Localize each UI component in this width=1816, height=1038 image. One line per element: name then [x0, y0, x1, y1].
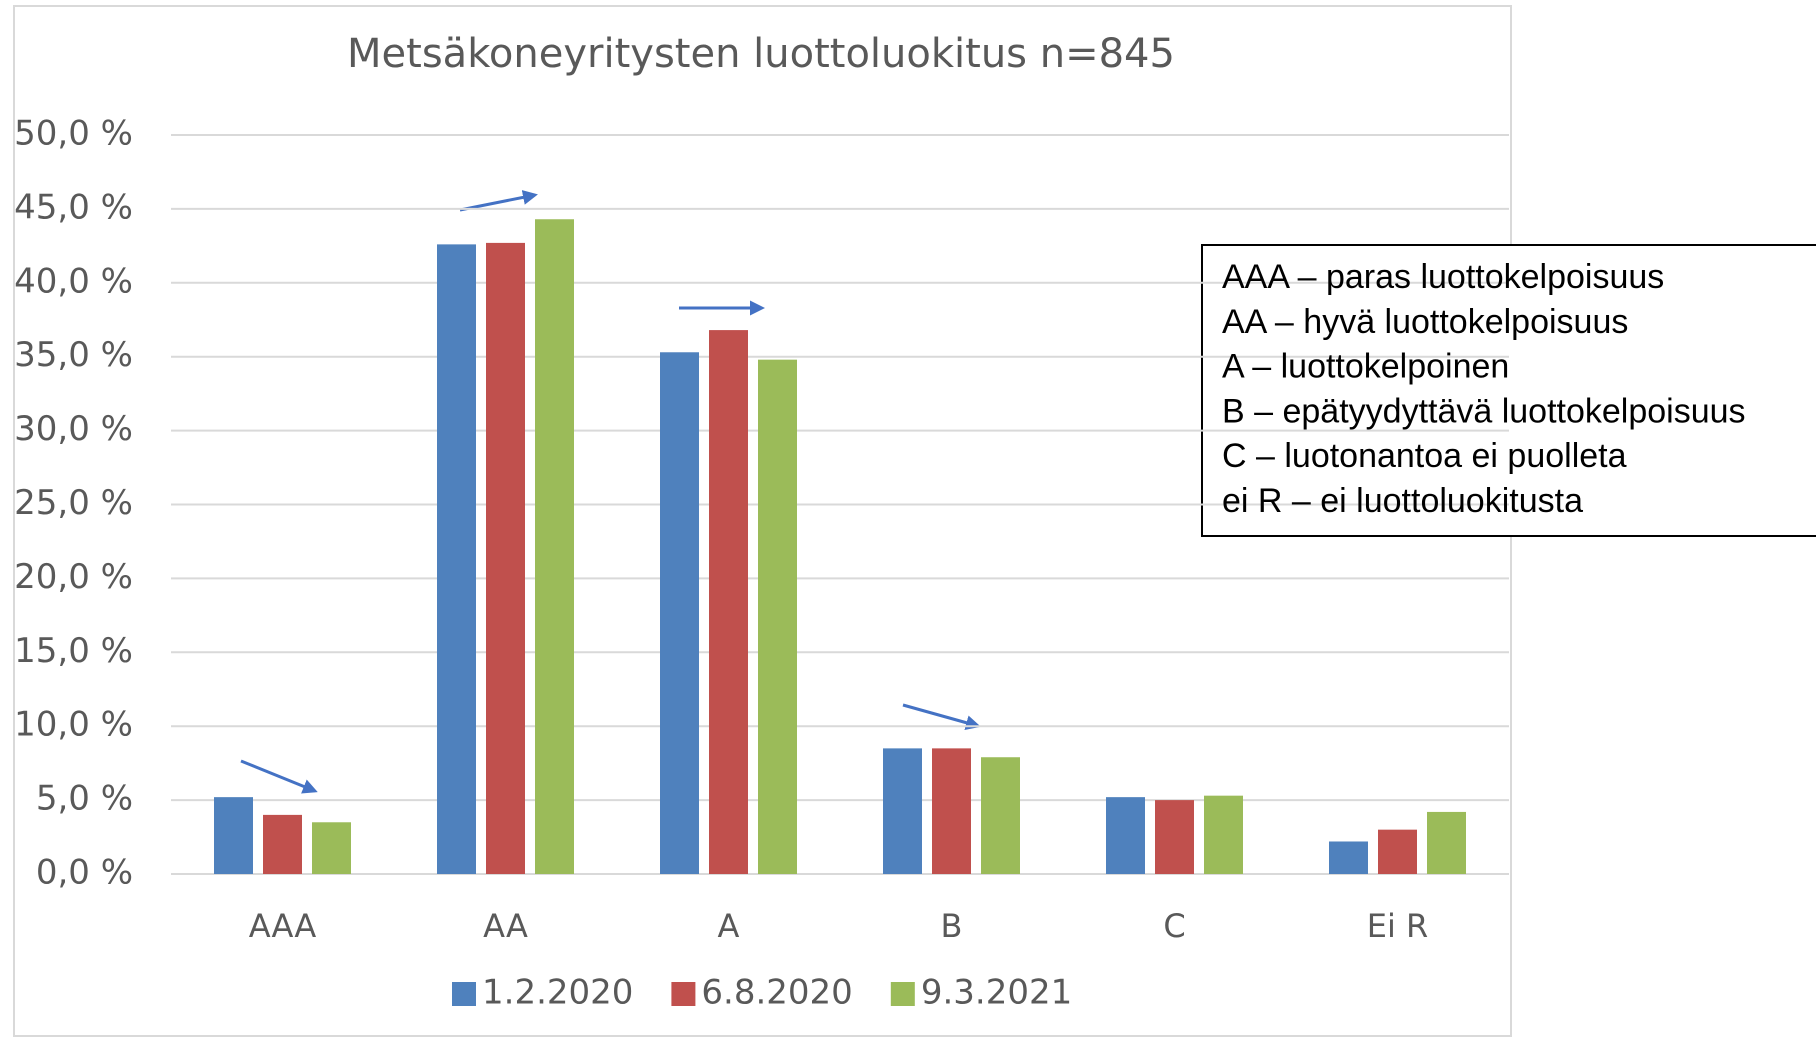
legend-swatch [671, 982, 696, 1006]
y-tick-label: 25,0 % [14, 483, 133, 523]
y-tick-label: 35,0 % [14, 335, 133, 375]
bar [486, 242, 525, 875]
arrow [240, 759, 318, 794]
chart-title: Metsäkoneyritysten luottoluokitus n=845 [347, 31, 1175, 77]
y-tick-label: 30,0 % [14, 409, 133, 449]
legend-swatch [452, 982, 476, 1006]
bar [1155, 800, 1194, 874]
note-line: AA – hyvä luottokelpoisuus [1222, 303, 1628, 341]
bar [1204, 795, 1243, 874]
x-tick-label: C [1163, 907, 1185, 945]
legend-label: 1.2.2020 [482, 973, 633, 1013]
note-line: B – epätyydyttävä luottokelpoisuus [1222, 392, 1746, 430]
x-tick-label: A [718, 907, 740, 945]
x-tick-label: AA [483, 907, 528, 945]
note-line: A – luottokelpoinen [1222, 348, 1509, 386]
y-tick-label: 20,0 % [14, 557, 133, 597]
bar [932, 748, 971, 874]
bar [981, 757, 1020, 874]
note-line: ei R – ei luottoluokitusta [1222, 482, 1583, 520]
x-tick-label: AAA [249, 907, 317, 945]
bar [709, 330, 748, 874]
x-tick-label: Ei R [1367, 907, 1429, 945]
y-tick-label: 15,0 % [14, 631, 133, 671]
bar [883, 748, 922, 874]
note-line: C – luotonantoa ei puolleta [1222, 437, 1627, 475]
y-tick-label: 5,0 % [36, 779, 133, 819]
bar [312, 822, 351, 874]
legend-swatch [890, 982, 915, 1006]
legend-label: 9.3.2021 [921, 973, 1072, 1013]
bar [660, 352, 699, 874]
y-tick-label: 10,0 % [14, 705, 133, 745]
note-box [1201, 244, 1816, 537]
arrow [902, 703, 981, 730]
bar [758, 359, 797, 874]
bar [1378, 829, 1417, 874]
bar [214, 797, 253, 874]
note-line: AAA – paras luottokelpoisuus [1222, 258, 1664, 296]
y-tick-label: 40,0 % [14, 261, 133, 301]
arrow [459, 189, 538, 212]
y-tick-label: 45,0 % [14, 187, 133, 227]
bar [1427, 811, 1466, 874]
bar [535, 219, 574, 875]
bar [1329, 841, 1368, 874]
y-tick-label: 0,0 % [36, 853, 133, 893]
arrows [240, 189, 981, 794]
bar [437, 244, 476, 874]
bar [263, 814, 302, 874]
bar [1106, 797, 1145, 874]
legend-label: 6.8.2020 [701, 973, 852, 1013]
y-tick-label: 50,0 % [14, 114, 133, 154]
x-tick-label: B [941, 907, 963, 945]
